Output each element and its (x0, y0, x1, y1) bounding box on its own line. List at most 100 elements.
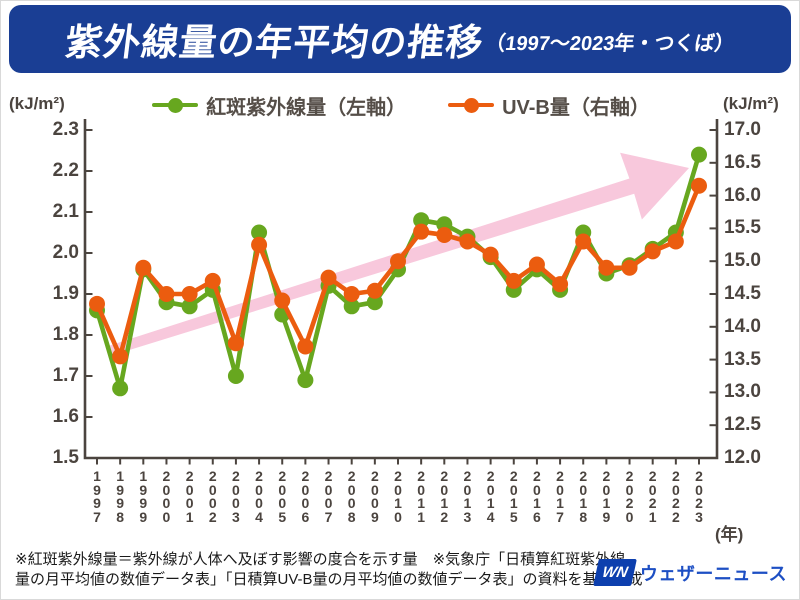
right-axis-tick-label: 12.0 (724, 447, 761, 468)
data-point-uvb-2023 (691, 177, 707, 194)
left-axis-tick-label: 2.0 (52, 242, 79, 263)
title-banner: 紫外線量の年平均の推移 （1997～2023年・つくば） (9, 5, 791, 73)
data-point-uvb-2004 (251, 236, 268, 253)
data-point-uvb-2001 (181, 286, 198, 302)
left-axis-tick-label: 2.3 (52, 119, 79, 140)
footnote-line-2: 量の月平均値の数値データ表」「日積算UV-B量の月平均値の数値データ表」の資料を… (15, 571, 643, 588)
footnote-line-1: ※紅斑紫外線量＝紫外線が人体へ及ぼす影響の度合を示す量 ※気象庁「日積算紅斑紫外… (15, 551, 626, 568)
data-point-uvb-2017 (552, 276, 569, 293)
right-axis-tick-label: 17.0 (724, 119, 761, 140)
right-axis-tick-label: 14.0 (724, 315, 761, 337)
data-point-uvb-2000 (158, 286, 175, 302)
data-point-uvb-2021 (644, 243, 661, 260)
weathernews-logo: WN ウェザーニュース (593, 559, 787, 586)
data-point-uvb-2008 (343, 286, 360, 302)
data-point-erythemal-1998 (112, 380, 129, 397)
right-axis-unit-label: (kJ/m²) (723, 94, 779, 113)
legend-label-erythemal-uv: 紅斑紫外線量（左軸） (206, 96, 407, 119)
data-point-uvb-2013 (459, 233, 476, 250)
left-axis-tick-label: 1.9 (52, 283, 79, 304)
right-axis-tick-label: 16.5 (724, 151, 761, 173)
erythemal-uv-line-marker-icon (152, 97, 199, 113)
data-point-uvb-2011 (413, 223, 430, 240)
uvb-line-marker-icon (448, 97, 495, 113)
left-axis-tick-label: 2.1 (52, 201, 79, 222)
data-point-erythemal-2001 (181, 298, 198, 315)
data-point-uvb-2005 (274, 292, 291, 309)
data-point-uvb-2010 (390, 253, 406, 270)
legend-item-erythemal-uv: 紅斑紫外線量（左軸） (152, 91, 406, 120)
data-point-uvb-2002 (204, 272, 221, 289)
left-axis-unit-label: (kJ/m²) (9, 94, 65, 113)
data-point-uvb-1998 (112, 348, 129, 365)
data-point-erythemal-2009 (366, 294, 383, 311)
axis-frame (83, 119, 719, 460)
right-axis-tick-label: 12.5 (724, 414, 761, 436)
data-point-uvb-2022 (667, 233, 684, 250)
right-axis-tick-label: 15.5 (724, 217, 761, 239)
data-point-uvb-2006 (297, 338, 314, 355)
data-point-uvb-2019 (598, 259, 615, 276)
right-axis-tick-label: 13.0 (724, 381, 761, 403)
legend-item-uvb: UV-B量（右軸） (448, 91, 650, 120)
x-axis-unit-label: (年) (715, 525, 744, 544)
data-point-erythemal-2006 (297, 372, 314, 389)
left-axis-tick-label: 1.6 (52, 406, 79, 427)
data-point-uvb-2009 (366, 282, 383, 299)
left-axis-tick-label: 1.5 (52, 447, 79, 468)
chart-canvas (83, 119, 719, 465)
right-axis-tick-label: 14.5 (724, 283, 761, 304)
data-point-uvb-2014 (482, 246, 499, 263)
data-point-uvb-2015 (505, 272, 522, 289)
data-point-uvb-2003 (227, 335, 244, 352)
data-point-uvb-2018 (575, 233, 592, 250)
data-point-uvb-2020 (621, 259, 638, 276)
data-point-erythemal-2011 (413, 212, 430, 229)
data-point-uvb-1999 (135, 259, 152, 276)
left-axis-tick-label: 2.2 (52, 160, 79, 181)
data-point-uvb-2016 (528, 256, 545, 273)
right-axis-tick-label: 13.5 (724, 348, 761, 370)
right-axis-tick-label: 16.0 (724, 184, 761, 206)
weathernews-brand-text: ウェザーニュース (639, 563, 787, 584)
weathernews-logo-icon: WN (593, 559, 637, 586)
left-axis-tick-label: 1.7 (52, 365, 79, 386)
data-point-erythemal-2003 (227, 368, 244, 384)
data-point-erythemal-2023 (691, 146, 707, 163)
source-footnote: ※紅斑紫外線量＝紫外線が人体へ及ぼす影響の度合を示す量 ※気象庁「日積算紅斑紫外… (15, 550, 643, 590)
chart-legend: 紅斑紫外線量（左軸） UV-B量（右軸） (1, 89, 799, 121)
left-axis-tick-label: 1.8 (52, 324, 79, 345)
legend-label-uvb: UV-B量（右軸） (502, 96, 650, 119)
data-point-uvb-1997 (89, 295, 105, 312)
data-point-uvb-2007 (320, 269, 337, 286)
data-point-uvb-2012 (436, 226, 453, 243)
right-axis-tick-label: 15.0 (724, 250, 761, 272)
data-point-erythemal-2004 (251, 224, 268, 241)
data-point-erythemal-2008 (343, 298, 360, 315)
